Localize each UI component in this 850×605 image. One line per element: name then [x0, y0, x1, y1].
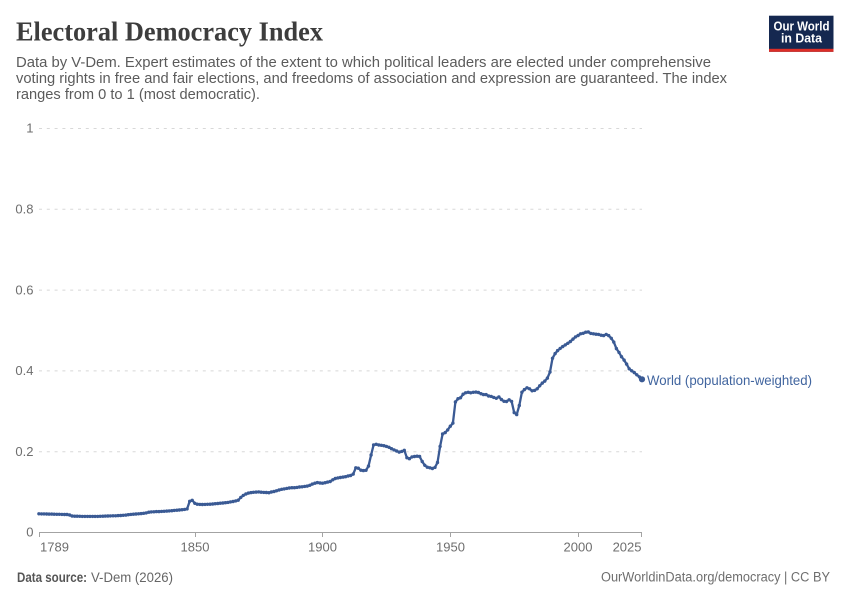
svg-text:Our World: Our World: [774, 20, 830, 34]
svg-text:1850: 1850: [181, 540, 210, 555]
svg-text:voting rights in free and fair: voting rights in free and fair elections…: [16, 70, 727, 87]
svg-text:1789: 1789: [40, 540, 69, 555]
svg-text:Electoral Democracy Index: Electoral Democracy Index: [16, 17, 323, 47]
svg-text:0.2: 0.2: [15, 444, 33, 459]
svg-text:Data source:: Data source:: [17, 570, 87, 585]
svg-text:2000: 2000: [564, 540, 593, 555]
svg-text:OurWorldinData.org/democracy |: OurWorldinData.org/democracy | CC BY: [601, 570, 830, 585]
svg-text:0.4: 0.4: [15, 363, 33, 378]
svg-text:0: 0: [26, 525, 33, 540]
svg-text:1900: 1900: [308, 540, 337, 555]
svg-text:World (population-weighted): World (population-weighted): [647, 372, 812, 388]
svg-text:ranges from 0 to 1 (most democ: ranges from 0 to 1 (most democratic).: [16, 86, 260, 103]
svg-text:0.8: 0.8: [15, 202, 33, 217]
svg-text:0.6: 0.6: [15, 282, 33, 297]
svg-text:Data by V-Dem. Expert estimate: Data by V-Dem. Expert estimates of the e…: [16, 54, 711, 71]
svg-text:1950: 1950: [436, 540, 465, 555]
svg-text:V-Dem (2026): V-Dem (2026): [91, 570, 173, 585]
svg-text:in Data: in Data: [781, 32, 823, 46]
svg-text:2025: 2025: [613, 540, 642, 555]
svg-text:1: 1: [26, 121, 33, 136]
